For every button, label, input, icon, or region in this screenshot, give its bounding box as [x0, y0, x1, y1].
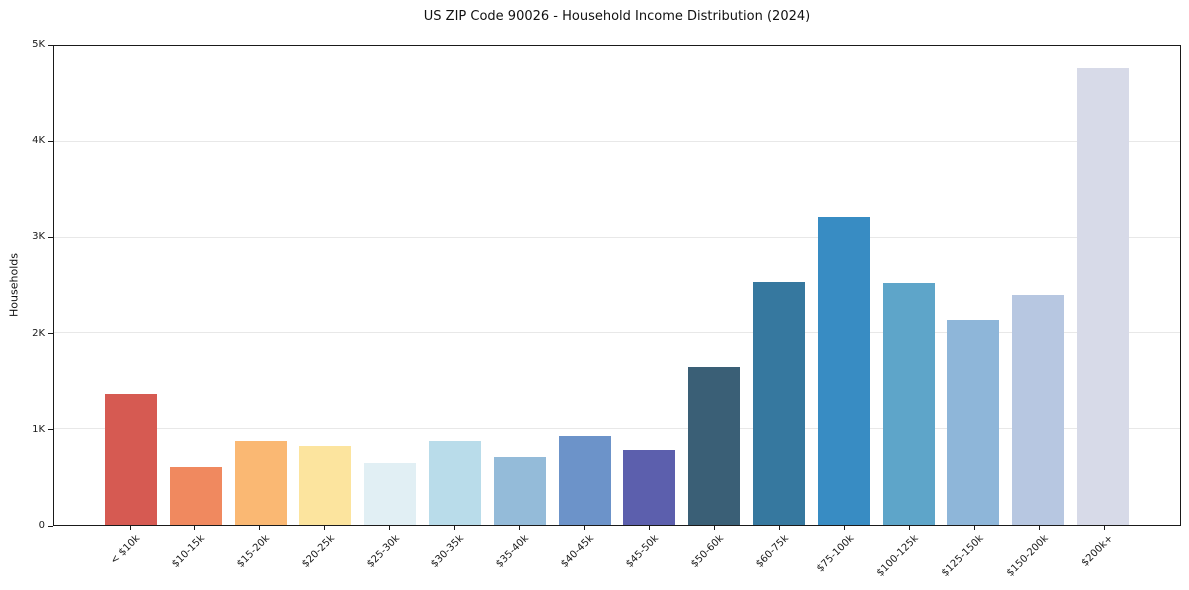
- x-tick-label: $100-125k: [875, 533, 921, 579]
- x-tick-label: $40-45k: [559, 533, 597, 570]
- chart-title: US ZIP Code 90026 - Household Income Dis…: [423, 9, 811, 24]
- y-tick-mark: [48, 525, 53, 527]
- bar-12: [817, 217, 870, 525]
- y-tick-label: 5K: [32, 39, 45, 50]
- bar-13: [882, 283, 935, 525]
- x-tick-mark: [778, 526, 780, 530]
- x-tick-mark: [1038, 526, 1040, 530]
- x-tick-label: $15-20k: [234, 533, 272, 570]
- y-tick-mark: [48, 333, 53, 335]
- bar-8: [558, 435, 611, 525]
- x-tick-mark: [259, 526, 261, 530]
- bar-10: [688, 367, 741, 525]
- bar-7: [493, 456, 546, 525]
- y-tick-mark: [48, 429, 53, 431]
- x-tick-label: $150-200k: [1004, 533, 1051, 579]
- x-tick-label: $10-15k: [169, 533, 207, 570]
- bars-container: [54, 46, 1180, 525]
- x-tick-label: $200k+: [1079, 533, 1116, 569]
- x-tick-mark: [519, 526, 521, 530]
- x-tick-label: $25-30k: [364, 533, 402, 570]
- bar-3: [234, 441, 287, 525]
- y-tick-label: 4K: [32, 135, 45, 147]
- bar-4: [299, 445, 352, 525]
- bar-14: [947, 320, 1000, 525]
- x-tick-label: $125-150k: [939, 533, 986, 579]
- bar-6: [428, 441, 481, 525]
- x-tick-label: $60-75k: [754, 533, 792, 570]
- y-tick-mark: [48, 44, 53, 46]
- x-tick-label: $75-100k: [814, 533, 857, 575]
- gridline: [54, 428, 1180, 430]
- x-tick-mark: [973, 526, 975, 530]
- gridline: [54, 236, 1180, 238]
- y-tick-mark: [48, 236, 53, 238]
- gridline: [54, 332, 1180, 334]
- x-tick-mark: [1103, 526, 1105, 530]
- y-axis-label: Households: [7, 253, 21, 317]
- x-tick-mark: [454, 526, 456, 530]
- x-tick-label: $50-60k: [689, 533, 727, 570]
- x-tick-mark: [908, 526, 910, 530]
- x-tick-label: $35-40k: [494, 533, 532, 570]
- x-tick-mark: [584, 526, 586, 530]
- x-tick-mark: [324, 526, 326, 530]
- x-tick-mark: [194, 526, 196, 530]
- bar-1: [105, 393, 157, 525]
- x-tick-mark: [129, 526, 131, 530]
- x-tick-label: < $10k: [108, 533, 142, 567]
- bar-9: [623, 450, 676, 525]
- y-tick-mark: [48, 140, 53, 142]
- y-tick-label: 3K: [32, 231, 45, 243]
- x-tick-label: $20-25k: [299, 533, 337, 570]
- gridline: [54, 140, 1180, 142]
- x-tick-mark: [713, 526, 715, 530]
- bar-15: [1012, 295, 1065, 525]
- x-tick-label: $30-35k: [429, 533, 467, 570]
- bar-5: [364, 463, 417, 525]
- x-tick-label: $45-50k: [624, 533, 662, 570]
- x-tick-mark: [843, 526, 845, 530]
- y-tick-label: 1K: [32, 423, 45, 435]
- bar-2: [169, 467, 222, 525]
- x-tick-mark: [648, 526, 650, 530]
- bar-16: [1076, 68, 1129, 525]
- plot-area: [53, 45, 1181, 526]
- x-tick-mark: [389, 526, 391, 530]
- y-tick-label: 0: [38, 520, 45, 531]
- bar-11: [752, 281, 805, 525]
- y-tick-label: 2K: [32, 327, 45, 339]
